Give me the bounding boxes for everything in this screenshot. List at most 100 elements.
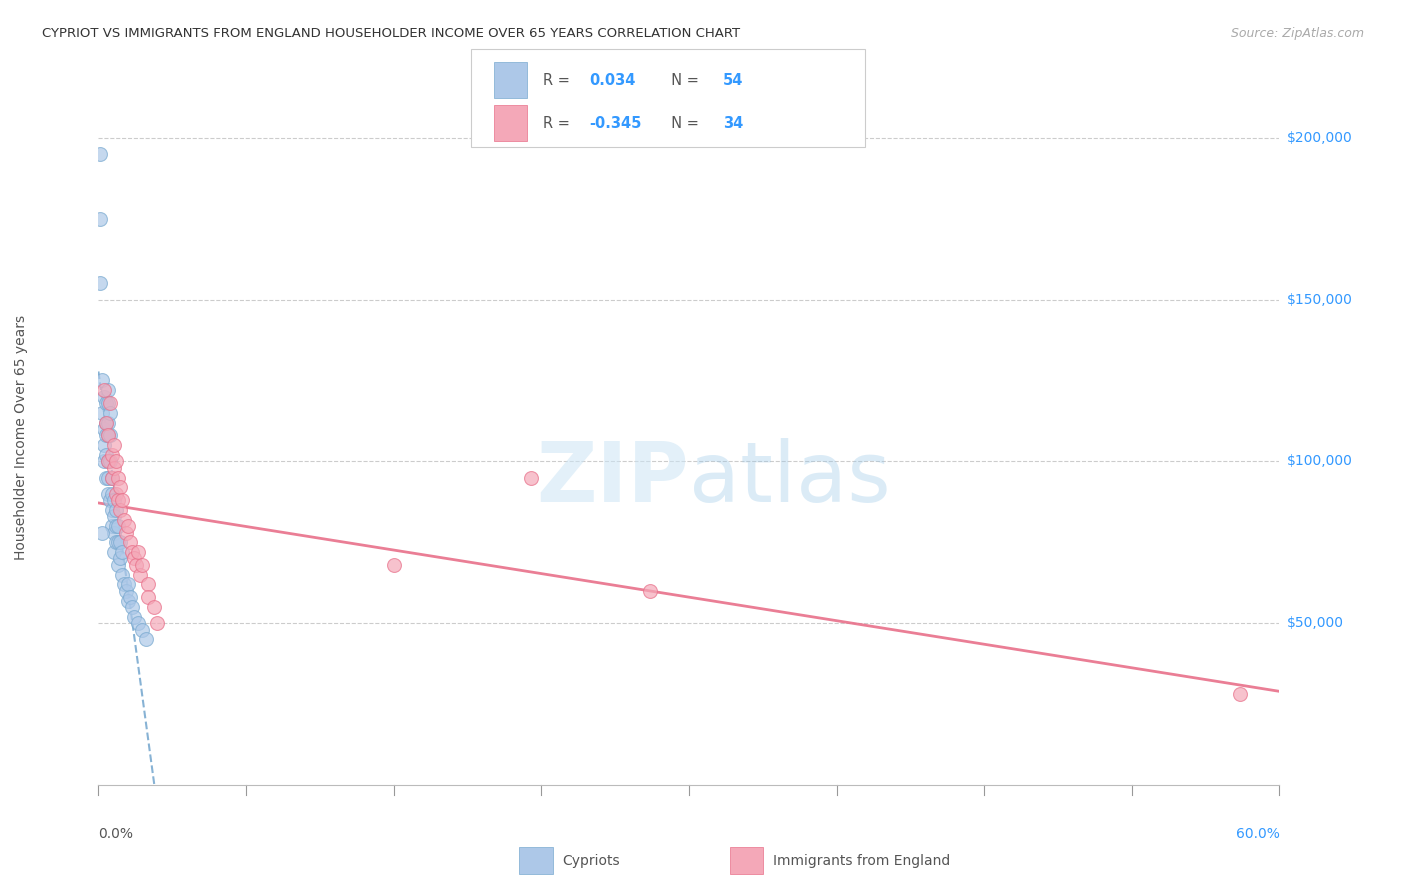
Text: Cypriots: Cypriots	[562, 854, 620, 868]
Point	[93, 383, 115, 397]
Text: $50,000: $50,000	[1286, 616, 1344, 630]
Point	[121, 545, 143, 559]
Point	[97, 383, 120, 397]
Point	[103, 493, 125, 508]
Text: 0.034: 0.034	[589, 73, 636, 87]
Point	[98, 406, 121, 420]
Point	[111, 545, 134, 559]
Point	[105, 535, 128, 549]
Text: Immigrants from England: Immigrants from England	[773, 854, 950, 868]
Point	[107, 535, 129, 549]
Point	[135, 632, 157, 647]
Text: N =: N =	[662, 73, 704, 87]
Point	[117, 593, 139, 607]
Point	[107, 493, 129, 508]
Point	[115, 525, 138, 540]
Text: $150,000: $150,000	[1286, 293, 1353, 307]
Text: N =: N =	[662, 116, 704, 130]
Point	[142, 599, 165, 614]
Point	[97, 428, 120, 442]
Point	[93, 438, 115, 452]
Point	[98, 454, 121, 468]
Point	[117, 519, 139, 533]
Point	[103, 438, 125, 452]
Point	[125, 558, 148, 572]
Point	[127, 545, 149, 559]
Point	[91, 374, 114, 388]
Text: 34: 34	[723, 116, 742, 130]
Point	[146, 616, 169, 631]
Point	[93, 390, 115, 404]
Text: CYPRIOT VS IMMIGRANTS FROM ENGLAND HOUSEHOLDER INCOME OVER 65 YEARS CORRELATION : CYPRIOT VS IMMIGRANTS FROM ENGLAND HOUSE…	[42, 27, 741, 40]
Point	[107, 470, 129, 484]
Point	[1229, 687, 1251, 701]
Point	[105, 519, 128, 533]
Point	[98, 493, 121, 508]
Point	[107, 558, 129, 572]
Point	[108, 503, 131, 517]
Point	[103, 509, 125, 524]
Point	[98, 428, 121, 442]
Point	[96, 470, 118, 484]
Point	[108, 551, 131, 566]
Point	[101, 448, 124, 462]
Point	[112, 513, 135, 527]
Point	[89, 147, 111, 161]
Point	[97, 470, 120, 484]
Point	[97, 454, 120, 468]
Point	[97, 416, 120, 430]
Point	[121, 599, 143, 614]
Point	[96, 416, 118, 430]
Point	[136, 591, 159, 605]
Point	[111, 493, 134, 508]
Point	[96, 416, 118, 430]
Text: Householder Income Over 65 years: Householder Income Over 65 years	[14, 315, 28, 559]
Point	[101, 486, 124, 500]
Point	[638, 583, 661, 598]
Point	[89, 211, 111, 226]
Point	[108, 480, 131, 494]
Point	[101, 519, 124, 533]
Point	[520, 470, 543, 484]
Point	[103, 460, 125, 475]
Point	[97, 486, 120, 500]
Text: R =: R =	[543, 116, 574, 130]
Point	[128, 567, 150, 582]
Point	[117, 577, 139, 591]
Text: -0.345: -0.345	[589, 116, 641, 130]
Text: 60.0%: 60.0%	[1236, 827, 1279, 840]
Point	[118, 535, 141, 549]
Point	[97, 396, 120, 410]
Text: 0.0%: 0.0%	[98, 827, 134, 840]
Text: $200,000: $200,000	[1286, 131, 1353, 145]
Point	[111, 567, 134, 582]
Text: $100,000: $100,000	[1286, 454, 1353, 468]
Point	[131, 558, 153, 572]
Point	[97, 454, 120, 468]
Point	[91, 406, 114, 420]
Point	[105, 503, 128, 517]
Point	[107, 519, 129, 533]
Point	[103, 525, 125, 540]
Point	[93, 422, 115, 436]
Point	[101, 503, 124, 517]
Point	[93, 454, 115, 468]
Text: Source: ZipAtlas.com: Source: ZipAtlas.com	[1230, 27, 1364, 40]
Point	[96, 428, 118, 442]
Point	[98, 396, 121, 410]
Point	[136, 577, 159, 591]
Point	[112, 577, 135, 591]
Point	[101, 470, 124, 484]
Point	[105, 454, 128, 468]
Point	[105, 486, 128, 500]
Text: ZIP: ZIP	[537, 438, 689, 519]
Point	[96, 448, 118, 462]
Point	[96, 396, 118, 410]
Point	[118, 591, 141, 605]
Point	[127, 616, 149, 631]
Text: 54: 54	[723, 73, 742, 87]
Point	[89, 277, 111, 291]
Point	[103, 545, 125, 559]
Point	[131, 623, 153, 637]
Text: atlas: atlas	[689, 438, 890, 519]
